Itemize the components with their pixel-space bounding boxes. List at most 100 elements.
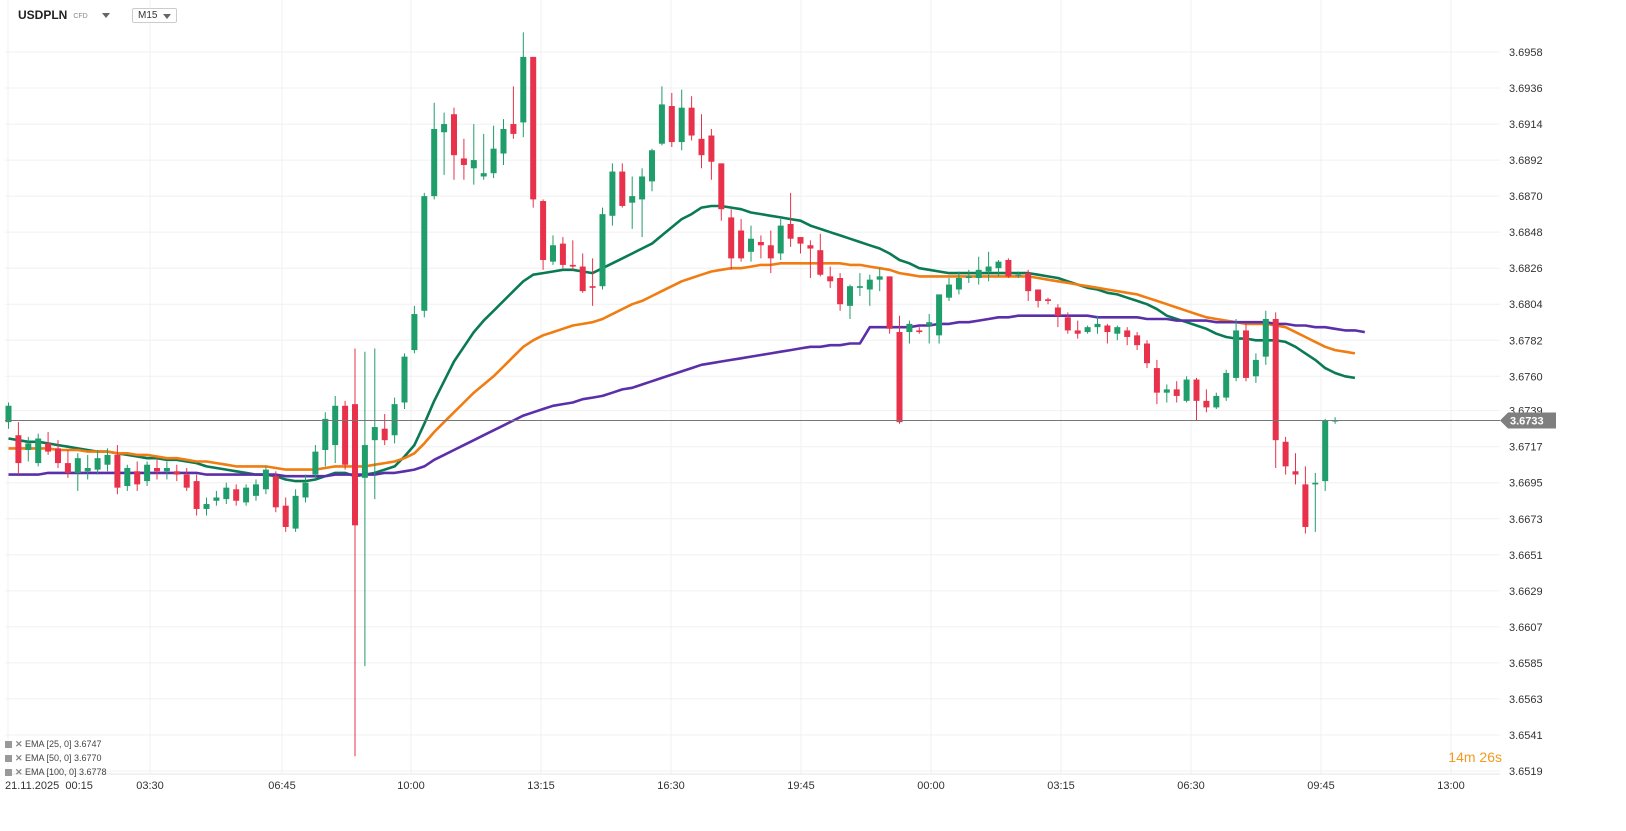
candle[interactable] (1114, 325, 1121, 341)
candle[interactable] (886, 276, 893, 334)
candle[interactable] (332, 395, 339, 464)
candle[interactable] (520, 32, 527, 138)
timeframe-selector[interactable]: M15 (132, 8, 178, 23)
candle[interactable] (154, 458, 160, 480)
candle[interactable] (589, 258, 596, 306)
candle[interactable] (431, 102, 438, 200)
candle[interactable] (1045, 297, 1051, 305)
candle[interactable] (847, 284, 853, 319)
candle[interactable] (441, 112, 448, 175)
indicator-ema-25[interactable]: ✕ EMA [25, 0] 3.6747 (5, 737, 107, 751)
candle[interactable] (262, 466, 269, 495)
candle[interactable] (1054, 304, 1061, 328)
candle[interactable] (243, 484, 250, 506)
candle[interactable] (84, 454, 91, 480)
candle[interactable] (193, 474, 200, 516)
candle[interactable] (292, 489, 299, 532)
candle[interactable] (104, 448, 111, 472)
candle[interactable] (619, 163, 626, 208)
candle[interactable] (995, 260, 1002, 277)
candle[interactable] (312, 445, 319, 480)
candle[interactable] (658, 86, 665, 146)
candle[interactable] (342, 400, 349, 470)
candle[interactable] (213, 490, 220, 506)
candle[interactable] (1064, 312, 1071, 334)
candle[interactable] (25, 436, 32, 462)
candle[interactable] (550, 235, 556, 265)
close-icon[interactable]: ✕ (15, 767, 23, 777)
candle[interactable] (322, 412, 329, 467)
candle[interactable] (1074, 320, 1081, 339)
candle[interactable] (599, 207, 606, 290)
settings-icon[interactable] (5, 768, 12, 776)
candle[interactable] (936, 294, 943, 344)
candle[interactable] (1223, 369, 1230, 401)
candle[interactable] (639, 168, 646, 238)
candle[interactable] (1272, 312, 1279, 469)
candle[interactable] (1134, 332, 1141, 351)
candle[interactable] (797, 237, 804, 254)
candle[interactable] (569, 240, 576, 270)
close-icon[interactable]: ✕ (15, 753, 23, 763)
candle[interactable] (757, 235, 764, 259)
candle[interactable] (817, 233, 824, 277)
candle[interactable] (421, 192, 428, 318)
candle[interactable] (698, 114, 705, 169)
candle[interactable] (1302, 466, 1309, 534)
candle[interactable] (777, 219, 784, 261)
candle[interactable] (708, 128, 715, 180)
candle[interactable] (361, 351, 368, 667)
candle[interactable] (787, 192, 794, 247)
candle[interactable] (94, 449, 101, 475)
candle[interactable] (609, 163, 616, 226)
candle[interactable] (837, 273, 844, 311)
chevron-down-icon[interactable] (163, 13, 172, 19)
candle[interactable] (500, 119, 507, 166)
candle[interactable] (173, 464, 180, 482)
candle[interactable] (668, 92, 675, 147)
indicator-ema-100[interactable]: ✕ EMA [100, 0] 3.6778 (5, 765, 107, 779)
candle[interactable] (1144, 340, 1150, 369)
candle[interactable] (540, 199, 547, 270)
candle[interactable] (1252, 353, 1259, 383)
candle[interactable] (480, 133, 487, 180)
candle[interactable] (144, 461, 151, 487)
candle[interactable] (559, 237, 566, 269)
candle[interactable] (411, 305, 418, 354)
candle[interactable] (1233, 318, 1240, 382)
candle[interactable] (1282, 436, 1289, 475)
candle[interactable] (827, 266, 834, 288)
symbol-name[interactable]: USDPLN (18, 8, 68, 22)
candle[interactable] (15, 422, 22, 475)
candle[interactable] (579, 253, 586, 293)
candle[interactable] (1015, 271, 1022, 279)
candle[interactable] (45, 431, 52, 455)
candle[interactable] (55, 440, 61, 469)
candle[interactable] (5, 402, 12, 429)
candle[interactable] (282, 497, 289, 532)
candle[interactable] (1094, 315, 1101, 334)
candle[interactable] (272, 471, 279, 513)
close-icon[interactable]: ✕ (15, 739, 23, 749)
candle[interactable] (955, 271, 962, 295)
candle[interactable] (203, 497, 210, 516)
candle[interactable] (985, 251, 992, 282)
candle[interactable] (253, 479, 259, 501)
candle[interactable] (74, 453, 81, 491)
candle[interactable] (896, 315, 903, 424)
candle[interactable] (1203, 389, 1210, 413)
symbol-selector[interactable]: USDPLN CFD (18, 8, 110, 22)
candle[interactable] (1312, 472, 1319, 532)
price-axis[interactable]: 3.6958 3.6936 3.6914 3.6892 3.6870 3.6848 3.68… (1509, 47, 1543, 778)
candles[interactable] (5, 32, 1339, 757)
candle[interactable] (748, 225, 754, 262)
candle[interactable] (1213, 392, 1220, 410)
candle[interactable] (114, 445, 121, 495)
candle[interactable] (738, 219, 745, 262)
candle[interactable] (1084, 325, 1091, 334)
candle[interactable] (926, 314, 933, 344)
candle[interactable] (1193, 377, 1200, 421)
candle[interactable] (233, 484, 240, 506)
candle[interactable] (134, 461, 141, 491)
